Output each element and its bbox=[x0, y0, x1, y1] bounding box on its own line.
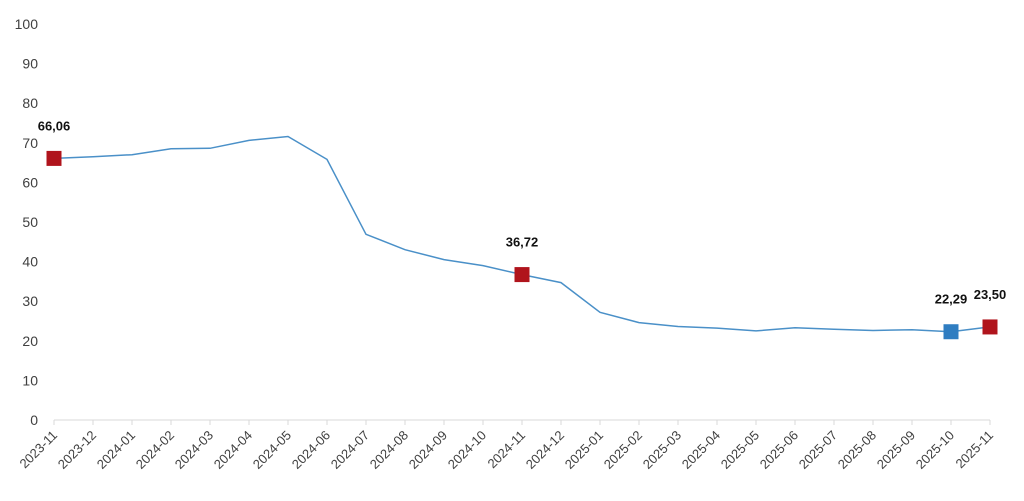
x-tick-label: 2024-05 bbox=[250, 428, 294, 472]
x-tick-label: 2024-04 bbox=[211, 428, 255, 472]
x-tick-label: 2025-09 bbox=[874, 428, 918, 472]
highlight-marker bbox=[514, 267, 530, 283]
x-tick-label: 2024-01 bbox=[94, 428, 138, 472]
x-tick-label: 2024-02 bbox=[133, 428, 177, 472]
x-tick-label: 2024-11 bbox=[484, 428, 528, 472]
data-labels: 66,06 36,72 22,29 23,50 bbox=[38, 118, 1007, 306]
x-tick-label: 2024-07 bbox=[328, 428, 372, 472]
y-tick-label: 70 bbox=[22, 135, 38, 151]
x-tick-label: 2024-12 bbox=[523, 428, 567, 472]
y-tick-label: 60 bbox=[22, 174, 38, 190]
x-axis-ticks bbox=[53, 420, 991, 425]
x-tick-label: 2024-06 bbox=[289, 428, 333, 472]
x-tick-label: 2024-08 bbox=[367, 428, 411, 472]
x-tick-label: 2024-10 bbox=[445, 428, 489, 472]
x-tick-label: 2023-12 bbox=[55, 428, 99, 472]
x-tick-label: 2025-07 bbox=[796, 428, 840, 472]
y-tick-label: 10 bbox=[22, 372, 38, 388]
data-label: 66,06 bbox=[38, 118, 71, 133]
x-tick-label: 2025-06 bbox=[757, 428, 801, 472]
x-tick-label: 2024-09 bbox=[406, 428, 450, 472]
x-tick-label: 2025-05 bbox=[718, 428, 762, 472]
highlight-marker bbox=[46, 150, 62, 166]
x-tick-label: 2025-11 bbox=[952, 428, 996, 472]
y-tick-label: 50 bbox=[22, 214, 38, 230]
x-tick-label: 2025-02 bbox=[601, 428, 645, 472]
y-tick-label: 30 bbox=[22, 293, 38, 309]
data-label: 22,29 bbox=[935, 292, 968, 307]
data-label: 23,50 bbox=[974, 287, 1007, 302]
data-label: 36,72 bbox=[506, 235, 539, 250]
y-tick-label: 100 bbox=[15, 16, 39, 32]
y-tick-label: 80 bbox=[22, 95, 38, 111]
x-tick-label: 2023-11 bbox=[16, 428, 60, 472]
x-tick-label: 2025-03 bbox=[640, 428, 684, 472]
x-axis-labels: 2023-112023-122024-012024-022024-032024-… bbox=[16, 428, 996, 472]
x-tick-label: 2025-08 bbox=[835, 428, 879, 472]
highlight-marker bbox=[982, 319, 998, 335]
x-tick-label: 2024-03 bbox=[172, 428, 216, 472]
highlight-marker bbox=[943, 324, 959, 340]
y-tick-label: 90 bbox=[22, 56, 38, 72]
y-tick-label: 20 bbox=[22, 333, 38, 349]
y-tick-label: 0 bbox=[30, 412, 38, 428]
y-tick-label: 40 bbox=[22, 254, 38, 270]
y-axis-labels: 0 10 20 30 40 50 60 70 80 90 100 bbox=[15, 16, 39, 428]
x-tick-label: 2025-01 bbox=[562, 428, 606, 472]
highlight-markers bbox=[46, 150, 998, 340]
x-tick-label: 2025-10 bbox=[913, 428, 957, 472]
x-tick-label: 2025-04 bbox=[679, 428, 723, 472]
